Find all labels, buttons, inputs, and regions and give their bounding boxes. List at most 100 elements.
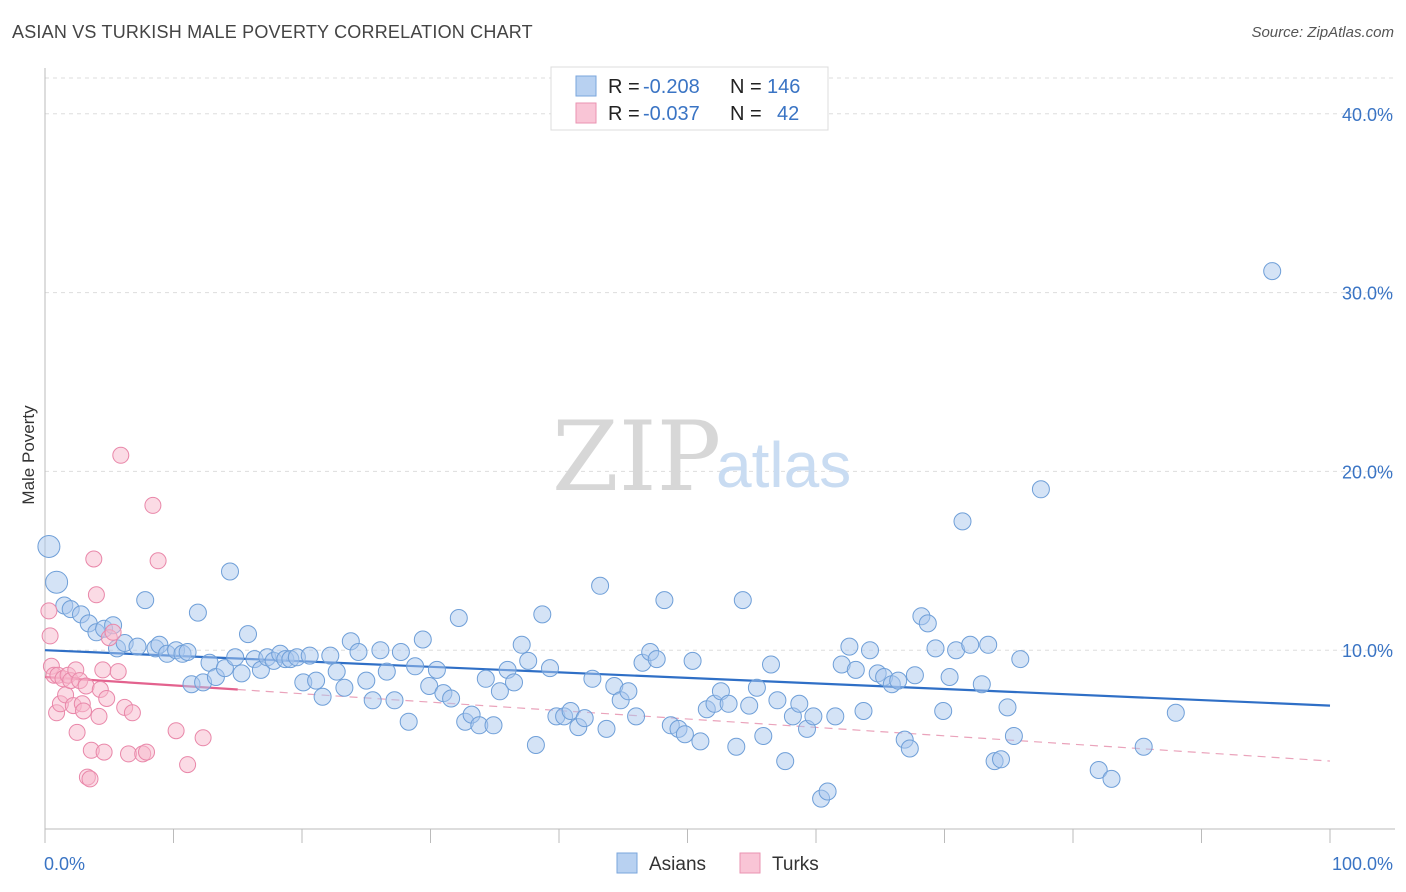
asian-point-141 — [1089, 761, 1108, 779]
asian-point-97 — [719, 694, 738, 713]
asian-point-93 — [691, 732, 710, 751]
asian-point-70 — [526, 736, 545, 754]
asian-point-100 — [740, 696, 759, 715]
tick-labels: 10.0% 20.0% 30.0% 40.0% 0.0% 100.0% — [44, 105, 1393, 874]
asian-point-51 — [391, 643, 410, 661]
asian-point-38 — [300, 646, 319, 665]
turk-point-25 — [94, 661, 112, 679]
turk-point-1 — [41, 627, 59, 645]
legend-r-label-1: R = — [608, 76, 640, 98]
asian-point-114 — [840, 637, 859, 656]
asian-point-111 — [818, 782, 837, 801]
asian-point-54 — [413, 630, 432, 649]
asian-point-127 — [926, 639, 945, 658]
asian-point-25 — [221, 562, 239, 581]
asian-point-142 — [1102, 769, 1121, 788]
axes — [44, 68, 1395, 843]
turk-point-17 — [77, 677, 95, 695]
turk-point-29 — [104, 623, 122, 641]
turk-point-39 — [167, 722, 185, 740]
asian-point-26 — [226, 648, 245, 667]
asian-point-131 — [953, 512, 972, 531]
asian-point-59 — [449, 609, 468, 627]
asian-point-103 — [762, 655, 780, 674]
legend-r-label-2: R = — [608, 103, 640, 125]
asian-point-45 — [349, 643, 368, 661]
asian-point-67 — [505, 673, 523, 692]
asian-point-71 — [533, 605, 552, 624]
asian-point-144 — [1134, 737, 1153, 756]
asian-point-72 — [541, 659, 559, 678]
asian-point-46 — [357, 671, 376, 690]
asian-point-134 — [979, 635, 998, 654]
asian-point-41 — [321, 646, 340, 665]
x-tick-label-1: 100.0% — [1332, 854, 1393, 874]
asian-point-126 — [918, 614, 937, 633]
bottom-legend-turks: Turks — [772, 854, 819, 875]
asian-point-88 — [655, 591, 674, 610]
y-tick-label-0: 10.0% — [1342, 641, 1393, 661]
asian-point-104 — [768, 691, 787, 710]
asian-point-138 — [1004, 727, 1023, 745]
turk-point-21 — [85, 550, 103, 568]
turk-point-16 — [75, 702, 92, 720]
asian-point-11 — [128, 637, 147, 656]
y-tick-label-2: 30.0% — [1342, 284, 1393, 304]
asian-point-107 — [790, 694, 809, 713]
asian-point-0 — [37, 535, 61, 558]
asian-point-55 — [420, 677, 439, 695]
turk-point-26 — [95, 743, 113, 761]
asian-point-80 — [597, 719, 616, 738]
asian-point-105 — [776, 752, 795, 771]
asian-point-129 — [940, 668, 959, 686]
asian-point-83 — [619, 682, 638, 701]
asian-point-27 — [232, 664, 251, 683]
asian-point-117 — [861, 641, 879, 660]
asian-point-48 — [371, 641, 390, 660]
asian-point-102 — [754, 727, 773, 745]
y-tick-label-3: 40.0% — [1342, 105, 1393, 125]
turk-point-23 — [90, 707, 108, 725]
turk-point-34 — [123, 704, 141, 722]
gridlines — [45, 77, 1395, 651]
turk-point-33 — [120, 745, 137, 763]
legend-swatch-turks — [575, 102, 597, 124]
asian-point-65 — [490, 682, 509, 701]
asian-point-40 — [313, 687, 332, 706]
asian-point-132 — [961, 635, 980, 654]
turk-point-13 — [68, 723, 86, 741]
asian-point-98 — [727, 737, 746, 756]
asian-point-92 — [683, 651, 702, 670]
asian-point-91 — [675, 725, 694, 744]
asian-point-28 — [239, 625, 257, 644]
turk-point-38 — [149, 552, 167, 570]
turk-point-41 — [194, 729, 212, 747]
asian-point-52 — [399, 712, 418, 731]
bottom-legend-swatch-turks — [739, 852, 761, 874]
asian-point-124 — [905, 666, 924, 685]
asian-point-75 — [561, 702, 580, 720]
asian-point-56 — [427, 660, 446, 679]
asian-point-121 — [889, 671, 908, 690]
asian-point-128 — [934, 702, 953, 720]
asian-point-116 — [854, 702, 873, 720]
asian-point-139 — [1011, 650, 1030, 669]
y-axis-title: Male Poverty — [19, 405, 38, 505]
asian-point-63 — [476, 669, 495, 688]
legend-n-value-2: 42 — [777, 103, 799, 125]
asian-point-84 — [627, 707, 646, 726]
asian-point-136 — [992, 750, 1010, 769]
bottom-legend-swatch-asians — [616, 852, 638, 874]
turk-point-31 — [112, 446, 130, 464]
legend: R = -0.208 N = 146 R = -0.037 N = 42 — [550, 66, 829, 131]
chart-source: Source: ZipAtlas.com — [1251, 24, 1394, 41]
asian-point-79 — [591, 576, 610, 595]
asian-point-42 — [327, 662, 346, 681]
data-points — [37, 262, 1282, 808]
chart-title: ASIAN VS TURKISH MALE POVERTY CORRELATIO… — [12, 22, 533, 42]
asian-point-140 — [1031, 480, 1050, 499]
legend-r-value-1: -0.208 — [643, 76, 700, 98]
bottom-legend-asians: Asians — [649, 854, 706, 875]
asian-point-115 — [846, 660, 865, 679]
